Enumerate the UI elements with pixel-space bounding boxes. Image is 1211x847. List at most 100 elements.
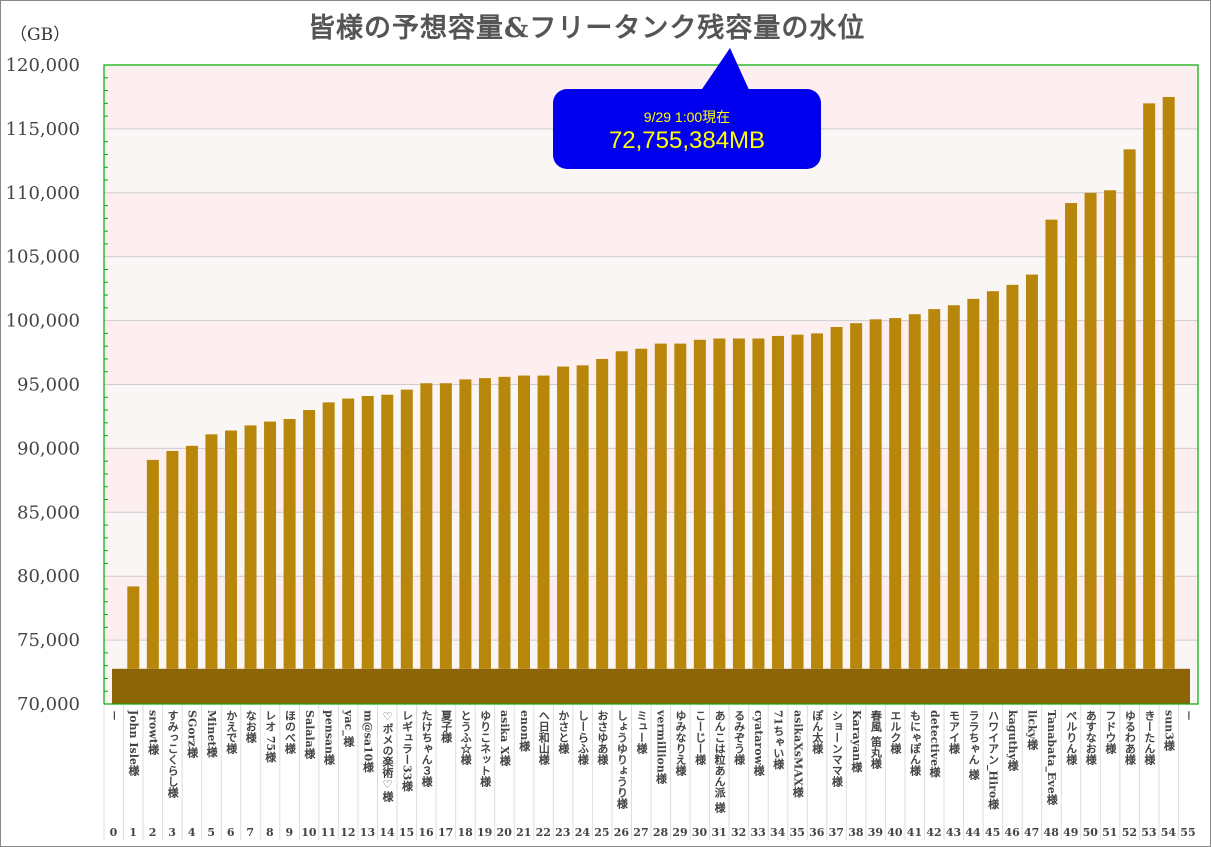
x-index-label: 23: [555, 826, 571, 839]
x-category-label: srowt様: [146, 710, 160, 755]
x-index-label: 1: [129, 826, 137, 839]
callout-value: 72,755,384MB: [608, 127, 766, 154]
x-category-label: もにゃぽん様: [908, 710, 922, 776]
x-category-label: あすなお様: [1084, 710, 1098, 765]
x-category-label: kaguthy様: [1006, 710, 1020, 771]
bar: [400, 389, 413, 669]
bar: [478, 378, 491, 669]
x-index-label: 28: [652, 826, 669, 839]
x-index-label: 51: [1102, 826, 1118, 839]
x-index-label: 0: [109, 826, 118, 839]
x-index-label: 52: [1121, 826, 1137, 839]
x-category-label: ララちゃん 様: [967, 710, 981, 780]
y-axis-unit: （GB）: [10, 25, 71, 45]
y-tick-label: 100,000: [6, 311, 80, 332]
x-index-label: 22: [535, 826, 551, 839]
x-index-label: 41: [906, 826, 923, 839]
x-index-label: 39: [867, 826, 884, 839]
bar: [732, 338, 745, 669]
x-index-label: 9: [285, 826, 294, 839]
bar: [811, 333, 824, 669]
bar: [185, 445, 198, 669]
x-index-label: 7: [246, 826, 255, 839]
bar: [1123, 149, 1136, 669]
x-category-label: かえで様: [224, 710, 238, 754]
x-index-label: 25: [594, 826, 610, 839]
bar: [283, 419, 296, 669]
y-tick-label: 80,000: [17, 566, 80, 587]
bar: [576, 365, 589, 669]
x-category-label: ヘ日和山様: [537, 710, 551, 765]
bar: [967, 298, 980, 669]
x-category-label: ♡ポメの楽術♡様: [381, 710, 394, 802]
bar: [1025, 274, 1038, 669]
y-tick-label: 105,000: [6, 247, 80, 268]
x-category-label: John Isle様: [127, 710, 141, 776]
bar: [635, 348, 648, 669]
x-category-label: Tanabata_Eve様: [1045, 710, 1059, 805]
x-category-label: たけちゃん３様: [420, 710, 434, 787]
bar: [596, 358, 609, 669]
x-category-label: しーらふ様: [576, 710, 590, 765]
x-index-label: 45: [984, 826, 1001, 839]
x-index-label: 14: [379, 826, 395, 839]
y-tick-label: 75,000: [17, 630, 80, 651]
y-tick-label: 110,000: [6, 183, 80, 204]
x-index-label: 10: [301, 826, 317, 839]
bar: [1104, 190, 1117, 669]
x-category-label: 71ちゃい様: [771, 710, 785, 770]
x-category-label: asika X様: [498, 710, 512, 766]
x-index-label: 2: [148, 826, 157, 839]
x-index-label: 34: [770, 826, 786, 839]
bar: [830, 326, 843, 669]
bar: [224, 430, 237, 669]
x-index-label: 36: [809, 826, 825, 839]
bar: [264, 421, 277, 669]
bar: [303, 410, 316, 669]
x-index-label: 35: [789, 826, 805, 839]
x-index-label: 27: [633, 826, 649, 839]
bar: [420, 383, 433, 669]
x-category-label: ゆみなりえ様: [674, 710, 688, 776]
bar: [1143, 103, 1156, 669]
bar: [146, 459, 159, 669]
bar: [459, 379, 472, 669]
free-tank-baseline: [112, 668, 1190, 704]
x-category-label: こーじー様: [693, 710, 707, 765]
x-index-label: 40: [887, 826, 903, 839]
x-index-label: 43: [945, 826, 962, 839]
x-category-label: とうふ☆様: [459, 710, 473, 765]
y-tick-label: 90,000: [17, 438, 80, 459]
bar: [557, 366, 570, 669]
x-index-label: 19: [477, 826, 493, 839]
x-category-label: ハワイアン_Hiro様: [986, 710, 1000, 810]
x-index-label: 15: [398, 826, 415, 839]
x-category-label: enon様: [517, 710, 531, 752]
callout-date: 9/29 1:00現在: [643, 109, 731, 125]
x-index-label: 55: [1180, 826, 1196, 839]
x-category-label: detective様: [928, 710, 941, 778]
y-tick-label: 95,000: [17, 375, 80, 396]
x-index-label: 3: [168, 826, 176, 839]
x-category-label: sun3様: [1162, 710, 1176, 751]
bar: [205, 434, 218, 669]
x-category-label: m@sa10様: [361, 710, 375, 773]
y-tick-label: 115,000: [6, 119, 80, 140]
x-category-label: SGorz様: [185, 710, 199, 758]
bar: [322, 402, 335, 669]
x-category-label: エルク様: [888, 710, 902, 754]
x-index-label: 54: [1160, 826, 1177, 839]
x-category-label: レオ 75様: [263, 710, 277, 763]
x-index-label: 20: [496, 826, 512, 839]
bar: [771, 335, 784, 669]
x-category-label: レギュラー33様: [400, 710, 414, 792]
x-index-label: 47: [1024, 826, 1040, 839]
x-category-label: yac_様: [341, 710, 355, 747]
bar: [928, 309, 941, 669]
bar: [244, 425, 257, 669]
x-category-label: Karayan様: [849, 710, 863, 773]
y-tick-label: 85,000: [17, 502, 80, 523]
bar: [791, 334, 804, 669]
bar: [986, 291, 999, 669]
x-category-label: ゆるわあ様: [1123, 710, 1137, 765]
